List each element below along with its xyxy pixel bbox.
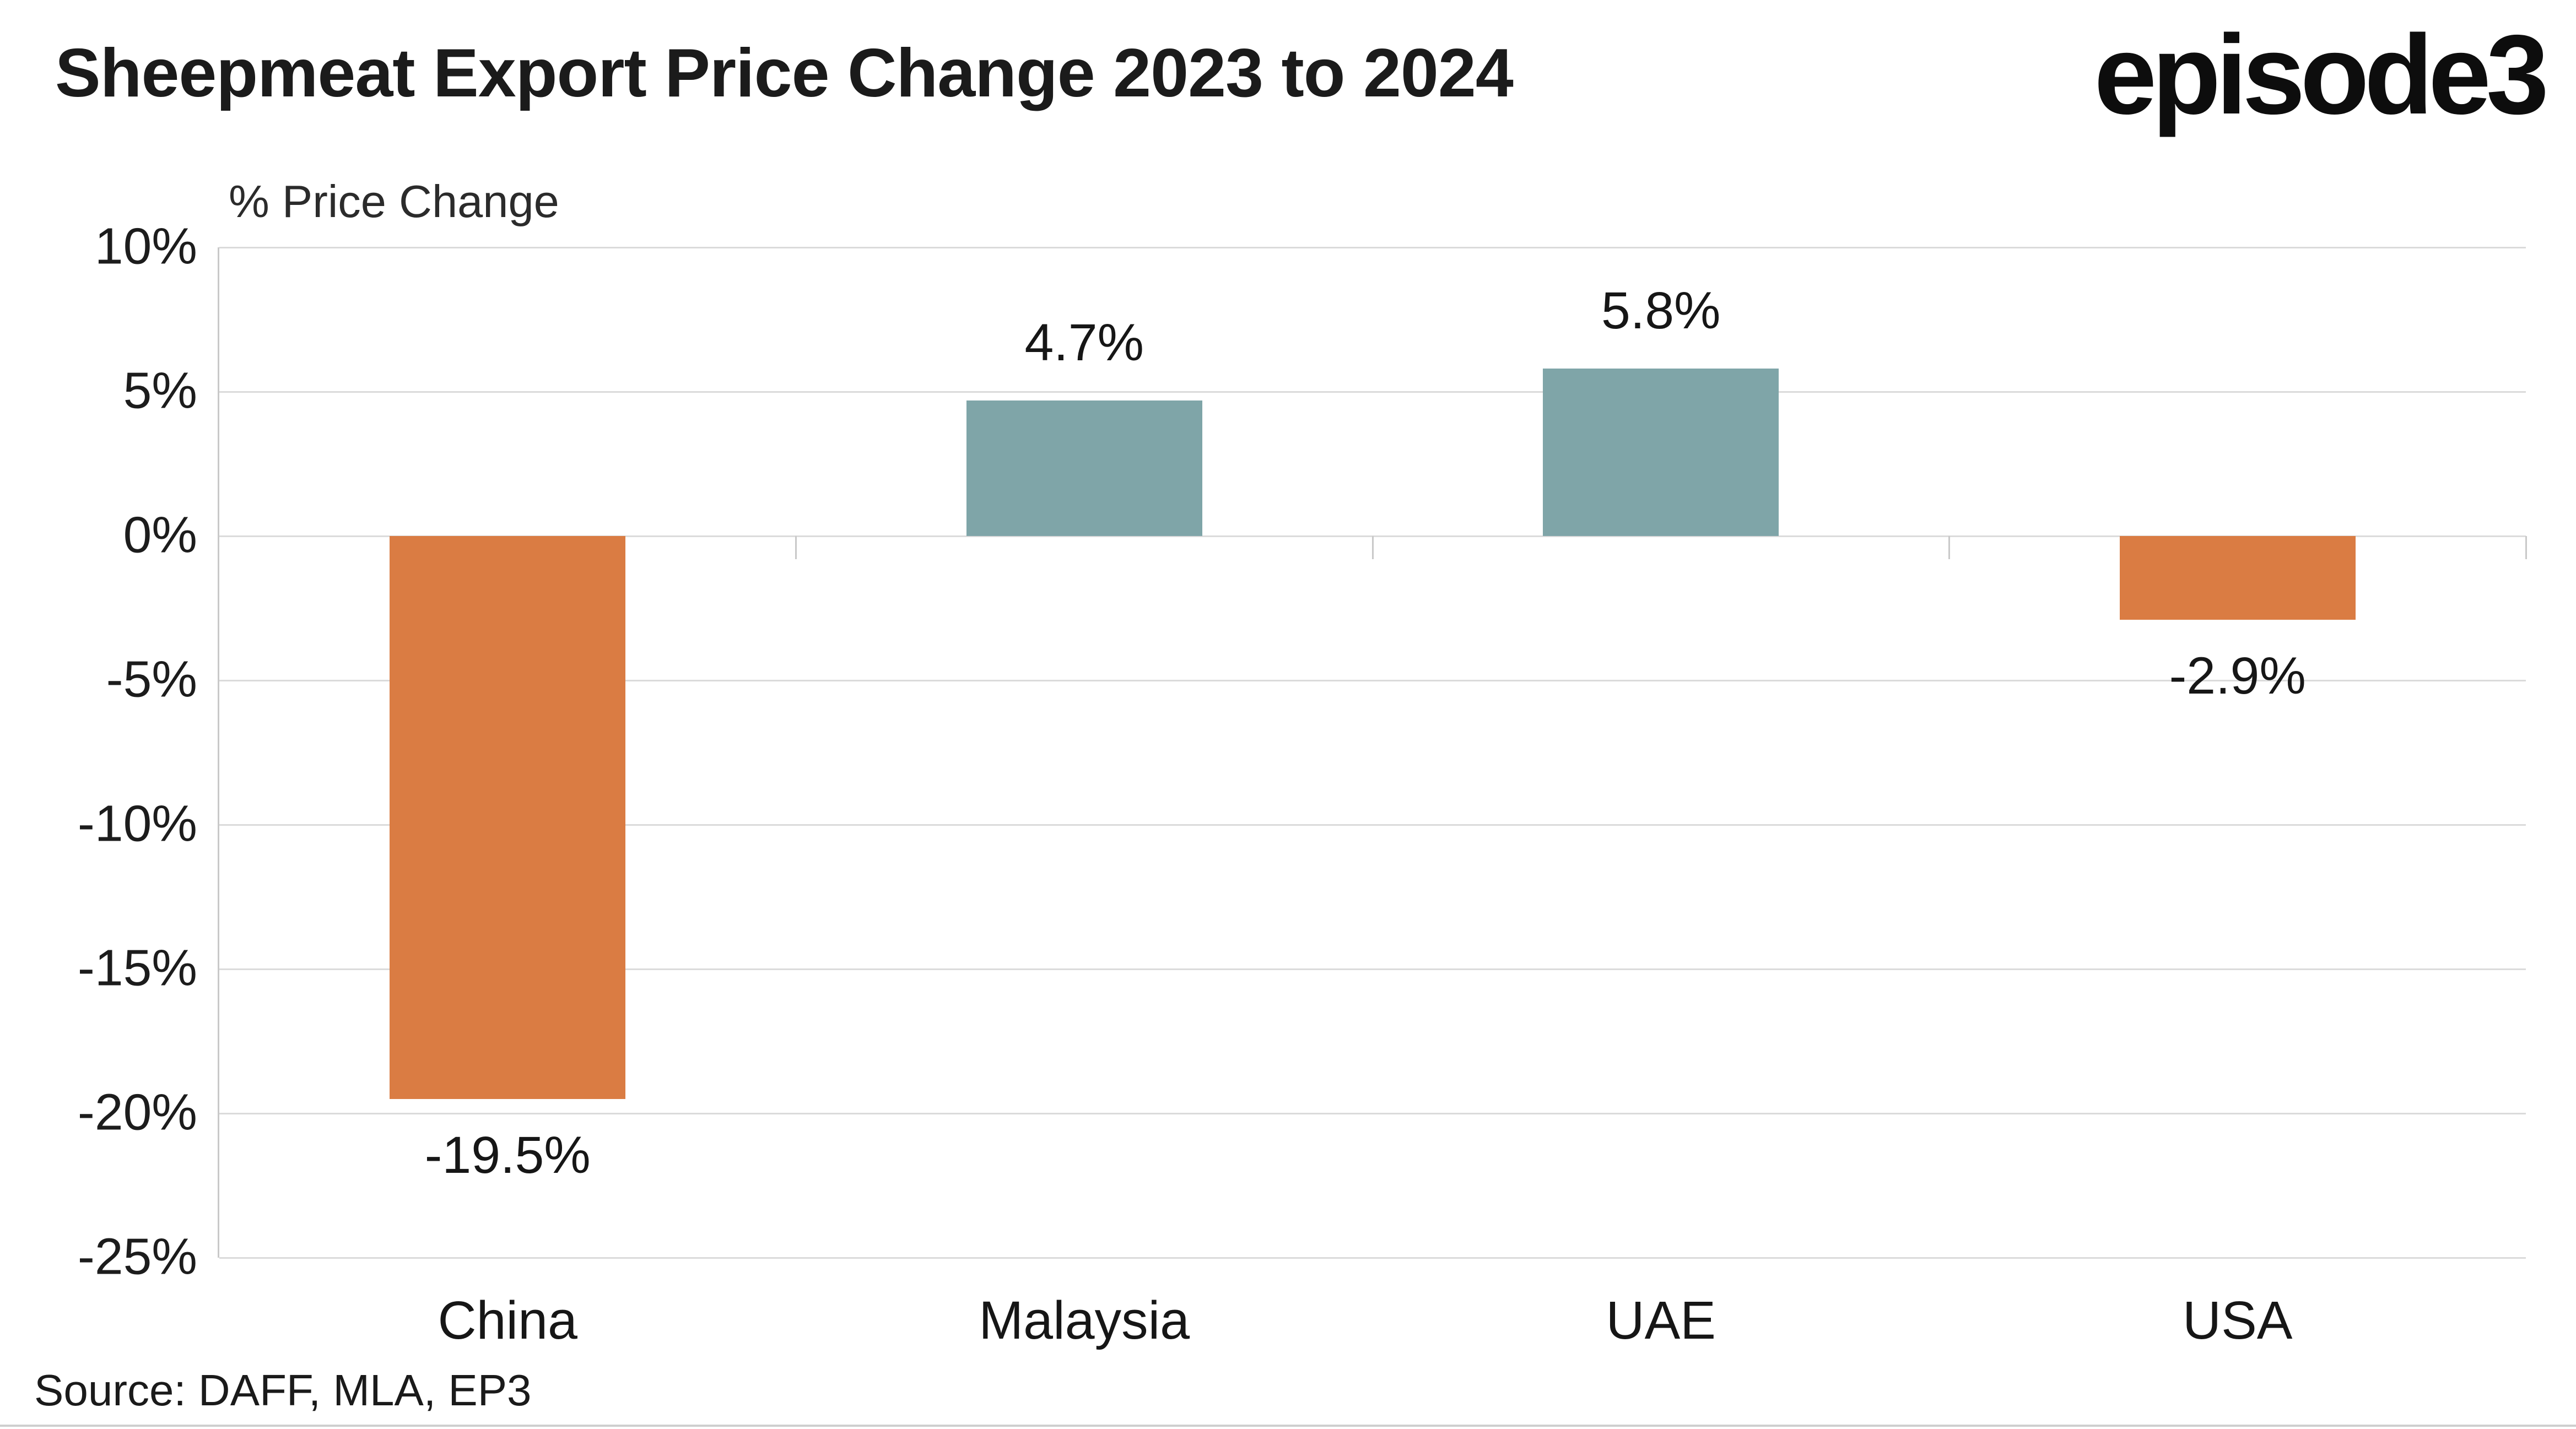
y-tick-label: -20% — [77, 1083, 197, 1141]
plot-area: 10% 5% 0% -5% -10% -15% -20% -25% -19.5% China 4.7… — [78, 217, 2527, 1350]
gridline — [219, 391, 2526, 393]
source-note: Source: DAFF, MLA, EP3 — [34, 1366, 532, 1415]
x-axis-tick — [1371, 536, 1374, 559]
y-axis-title: % Price Change — [229, 176, 559, 227]
x-axis-tick — [2525, 536, 2527, 559]
gridline — [219, 1112, 2526, 1114]
gridline — [219, 968, 2526, 970]
x-axis-tick — [795, 536, 797, 559]
episode3-logo: episode3 — [2094, 12, 2549, 138]
x-category-label: China — [438, 1290, 577, 1350]
bar-value-label: 4.7% — [1024, 313, 1144, 372]
bar-usa — [2119, 536, 2356, 620]
x-axis-tick — [1948, 536, 1950, 559]
bar-china — [390, 536, 626, 1099]
gridline — [219, 246, 2526, 248]
bar-value-label: -19.5% — [424, 1125, 591, 1184]
y-tick-label: 10% — [94, 217, 197, 275]
y-tick-label: -25% — [77, 1227, 197, 1285]
bar-value-label: 5.8% — [1601, 282, 1721, 340]
bar-value-label: -2.9% — [2169, 646, 2306, 705]
x-category-label: USA — [2183, 1290, 2293, 1350]
chart-title: Sheepmeat Export Price Change 2023 to 20… — [55, 35, 1514, 111]
y-tick-label: -5% — [106, 650, 197, 708]
x-category-label: Malaysia — [979, 1290, 1190, 1350]
bar-malaysia — [966, 400, 1202, 536]
y-tick-label: -10% — [77, 794, 197, 852]
bar-uae — [1543, 369, 1779, 536]
gridline — [219, 824, 2526, 826]
x-category-label: UAE — [1606, 1290, 1716, 1350]
y-tick-label: -15% — [77, 939, 197, 997]
y-tick-label: 5% — [123, 361, 197, 419]
gridline — [219, 1257, 2526, 1259]
y-tick-label: 0% — [123, 506, 197, 564]
bottom-divider — [0, 1425, 2576, 1427]
gridline — [219, 679, 2526, 681]
